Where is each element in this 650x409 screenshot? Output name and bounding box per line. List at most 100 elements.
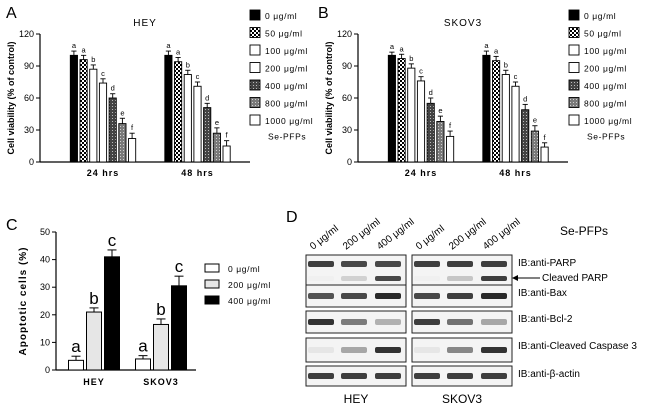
significance-label: c bbox=[108, 231, 117, 250]
bar bbox=[426, 102, 435, 163]
x-category-label: SKOV3 bbox=[143, 377, 179, 387]
bar bbox=[104, 256, 120, 371]
protein-band bbox=[375, 261, 401, 267]
significance-label: b bbox=[156, 300, 165, 319]
legend-label: 0 μg/ml bbox=[265, 11, 297, 21]
legend-label: 0 μg/ml bbox=[228, 264, 260, 274]
cleaved-arrowhead bbox=[512, 275, 518, 281]
legend-swatch bbox=[204, 263, 220, 273]
cleaved-band bbox=[308, 276, 334, 281]
protein-band bbox=[447, 261, 473, 267]
lane-label: 200 μg/ml bbox=[341, 217, 383, 253]
legend-swatch bbox=[249, 44, 261, 56]
protein-band bbox=[341, 261, 367, 267]
bar bbox=[446, 135, 455, 163]
bar bbox=[482, 54, 491, 163]
lane-label: 0 μg/ml bbox=[414, 223, 447, 252]
protein-band bbox=[481, 347, 507, 353]
significance-label: a bbox=[176, 47, 181, 56]
y-tick-label: 30 bbox=[24, 125, 34, 135]
legend-label: 200 μg/ml bbox=[584, 64, 627, 74]
significance-label: c bbox=[101, 69, 105, 78]
legend-swatch bbox=[204, 279, 220, 289]
cell-line-label: HEY bbox=[344, 392, 369, 406]
bar bbox=[174, 61, 183, 163]
y-tick-label: 60 bbox=[342, 93, 352, 103]
legend-swatch bbox=[204, 295, 220, 305]
legend-swatch bbox=[568, 62, 580, 73]
protein-band bbox=[481, 261, 507, 267]
x-category-label: 24 hrs bbox=[87, 168, 120, 178]
legend-label: 800 μg/ml bbox=[265, 99, 308, 109]
blot-frame bbox=[305, 254, 407, 288]
y-tick-label: 0 bbox=[29, 157, 34, 167]
y-tick-label: 120 bbox=[337, 29, 352, 39]
significance-label: c bbox=[196, 72, 200, 81]
cleaved-band bbox=[481, 276, 507, 281]
legend-label: 100 μg/ml bbox=[584, 46, 627, 56]
protein-band bbox=[414, 347, 440, 353]
protein-band bbox=[308, 347, 334, 353]
bar bbox=[69, 54, 78, 163]
legend-title: Se-PFPs bbox=[587, 132, 625, 142]
bar bbox=[530, 130, 539, 163]
bar bbox=[98, 82, 108, 163]
protein-band bbox=[481, 319, 507, 325]
bar bbox=[222, 145, 231, 163]
significance-label: c bbox=[175, 257, 184, 276]
protein-band bbox=[481, 373, 507, 379]
panel-letter-d: D bbox=[286, 209, 298, 226]
significance-label: e bbox=[215, 118, 219, 127]
bar bbox=[436, 121, 445, 163]
legend-label: 1000 μg/ml bbox=[265, 116, 313, 126]
x-category-label: 48 hrs bbox=[499, 168, 532, 178]
protein-band bbox=[447, 293, 473, 299]
bar bbox=[540, 146, 549, 163]
blot-row-label: IB:anti-Bax bbox=[518, 288, 567, 299]
legend-swatch bbox=[568, 9, 580, 21]
panel-letter-c: C bbox=[6, 217, 18, 234]
bar bbox=[203, 107, 212, 163]
legend-title: Se-PFPs bbox=[268, 132, 306, 142]
y-tick-label: 0 bbox=[45, 365, 50, 375]
cell-line-label: SKOV3 bbox=[442, 392, 482, 406]
blot-row-label: IB:anti-Bcl-2 bbox=[518, 314, 573, 325]
protein-band bbox=[375, 347, 401, 353]
chart-title: SKOV3 bbox=[444, 18, 482, 29]
protein-band bbox=[447, 319, 473, 325]
protein-band bbox=[481, 293, 507, 299]
panel-letter-a: A bbox=[6, 5, 17, 22]
bar bbox=[89, 68, 98, 163]
significance-label: f bbox=[544, 133, 547, 142]
significance-label: f bbox=[131, 123, 134, 132]
bar bbox=[212, 132, 221, 163]
y-tick-label: 20 bbox=[40, 310, 50, 320]
bar bbox=[79, 59, 88, 163]
significance-label: b bbox=[186, 60, 190, 69]
bar bbox=[407, 67, 416, 163]
lane-label: 400 μg/ml bbox=[375, 217, 417, 253]
significance-label: a bbox=[71, 337, 81, 356]
bar bbox=[171, 285, 187, 371]
blot-row-label: IB:anti-Cleaved Caspase 3 bbox=[518, 341, 637, 352]
blot-row-label: IB:anti-PARP bbox=[518, 258, 576, 269]
bar bbox=[118, 123, 127, 163]
protein-band bbox=[341, 373, 367, 379]
protein-band bbox=[341, 293, 367, 299]
legend-swatch bbox=[568, 97, 580, 108]
y-tick-label: 90 bbox=[24, 61, 34, 71]
legend-swatch bbox=[249, 114, 261, 126]
significance-label: e bbox=[438, 106, 442, 115]
lane-label: 400 μg/ml bbox=[481, 217, 523, 253]
protein-band bbox=[414, 261, 440, 267]
significance-label: e bbox=[533, 116, 537, 125]
cleaved-band bbox=[341, 276, 367, 281]
significance-label: a bbox=[82, 45, 87, 54]
y-tick-label: 30 bbox=[40, 282, 50, 292]
legend-swatch bbox=[568, 114, 580, 126]
legend-label: 100 μg/ml bbox=[265, 46, 308, 56]
protein-band bbox=[447, 373, 473, 379]
significance-label: d bbox=[523, 94, 527, 103]
